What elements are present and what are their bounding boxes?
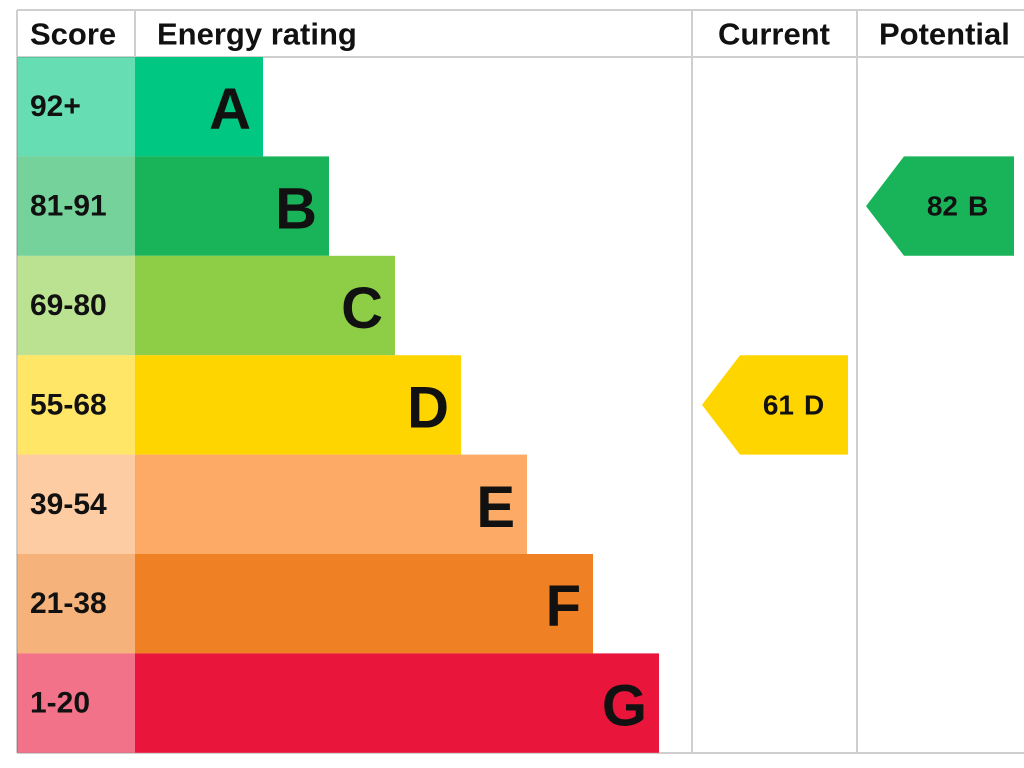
header-rating: Energy rating <box>157 17 357 52</box>
score-cell <box>17 57 135 157</box>
header-current: Current <box>718 17 830 52</box>
rating-bar <box>135 653 659 753</box>
current-arrow <box>702 355 848 455</box>
rating-letter: B <box>275 177 317 242</box>
rating-letter: G <box>602 674 647 739</box>
score-label: 55-68 <box>30 388 107 421</box>
score-cell <box>17 554 135 654</box>
score-cell <box>17 255 135 356</box>
current-value: 61 <box>763 389 794 420</box>
score-label: 21-38 <box>30 587 107 620</box>
potential-value: 82 <box>927 191 958 222</box>
rating-letter: C <box>341 276 383 341</box>
header-score: Score <box>30 17 116 52</box>
score-label: 92+ <box>30 90 81 123</box>
rating-bar <box>135 57 263 157</box>
rating-bar <box>135 454 527 554</box>
score-cell <box>17 355 135 455</box>
rating-letter: F <box>546 574 581 639</box>
rating-letter: E <box>476 475 515 540</box>
score-cell <box>17 454 135 554</box>
rating-bar <box>135 554 593 654</box>
score-label: 69-80 <box>30 289 107 322</box>
current-letter: D <box>804 389 824 420</box>
rating-bar <box>135 355 461 455</box>
rating-letter: D <box>407 375 449 440</box>
header-potential: Potential <box>879 17 1010 52</box>
score-cell <box>17 156 135 256</box>
potential-letter: B <box>968 191 988 222</box>
score-label: 1-20 <box>30 687 90 720</box>
rating-bar <box>135 156 329 256</box>
score-label: 39-54 <box>30 488 107 521</box>
score-cell <box>17 653 135 753</box>
potential-arrow <box>866 156 1014 256</box>
rating-bar <box>135 255 395 356</box>
score-label: 81-91 <box>30 190 107 223</box>
rating-letter: A <box>209 77 251 142</box>
